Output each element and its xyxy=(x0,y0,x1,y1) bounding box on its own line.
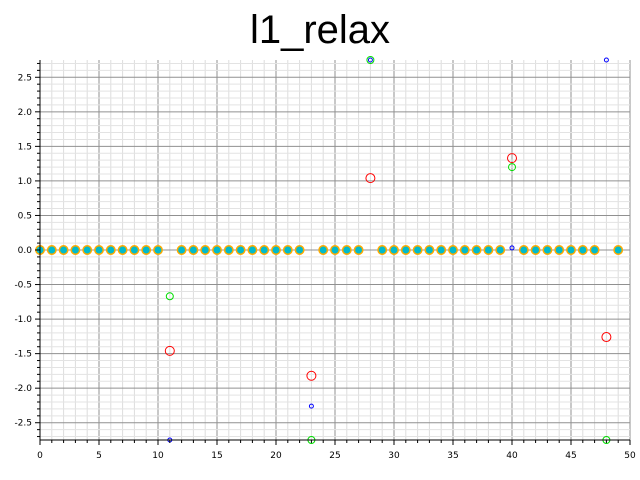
y-tick-label: -2.0 xyxy=(14,384,32,394)
data-point-zero xyxy=(330,245,340,255)
x-tick-label: 15 xyxy=(211,451,222,461)
data-point-zero xyxy=(459,245,470,255)
data-point-zero xyxy=(353,245,364,255)
data-point-zero xyxy=(483,245,494,255)
data-point-series-1 xyxy=(306,370,317,381)
data-point-zero xyxy=(589,245,600,255)
x-tick-label: 20 xyxy=(270,451,282,461)
y-tick-label: -1.0 xyxy=(14,315,32,325)
data-point-zero xyxy=(294,245,305,255)
data-point-zero xyxy=(436,245,447,255)
data-point-zero xyxy=(247,245,258,255)
chart-title: l1_relax xyxy=(249,8,391,52)
data-point-zero xyxy=(223,245,234,255)
data-point-series-3 xyxy=(509,245,515,251)
data-point-zero xyxy=(200,245,211,255)
data-point-zero xyxy=(271,245,281,255)
data-point-zero xyxy=(117,245,128,255)
y-tick-label: 1.0 xyxy=(18,177,33,187)
data-point-zero xyxy=(46,245,57,255)
data-point-zero xyxy=(424,245,435,255)
data-point-series-1 xyxy=(365,173,376,184)
y-tick-label: -0.5 xyxy=(14,281,32,291)
data-point-zero xyxy=(448,245,458,255)
data-point-zero xyxy=(105,245,116,255)
data-point-zero xyxy=(259,245,270,255)
data-point-zero xyxy=(188,245,199,255)
data-point-zero xyxy=(542,245,553,255)
data-point-zero xyxy=(518,245,529,255)
data-point-zero xyxy=(495,245,506,255)
data-point-zero xyxy=(471,245,482,255)
tick-labels: 0 5 10 15 20 25 30 35 40 45 50 -2.5 -2.0 -1.5 -1.0 -0.5… xyxy=(14,73,636,461)
data-point-series-3 xyxy=(367,57,373,63)
data-point-series-1 xyxy=(164,345,175,356)
data-point-series-2 xyxy=(165,292,174,301)
data-point-zero xyxy=(400,245,411,255)
y-tick-label: 0.5 xyxy=(18,211,32,221)
data-point-zero xyxy=(377,245,388,255)
x-tick-label: 50 xyxy=(624,451,636,461)
data-point-series-1 xyxy=(507,153,517,164)
y-tick-label: 2.0 xyxy=(18,108,33,118)
data-point-zero xyxy=(530,245,541,255)
axes xyxy=(35,60,631,445)
data-point-zero xyxy=(566,245,576,255)
x-tick-label: 5 xyxy=(96,451,102,461)
data-point-zero xyxy=(318,245,329,255)
data-point-zero xyxy=(577,245,588,255)
data-point-zero xyxy=(282,245,293,255)
y-tick-label: -2.5 xyxy=(14,419,32,429)
data-point-zero xyxy=(212,245,222,255)
x-tick-label: 45 xyxy=(565,451,576,461)
data-point-series-1 xyxy=(601,332,612,343)
data-point-zero xyxy=(613,245,624,255)
data-point-zero xyxy=(129,245,140,255)
data-point-series-2 xyxy=(366,56,375,64)
data-point-zero xyxy=(554,245,565,255)
x-tick-label: 25 xyxy=(329,451,340,461)
data-point-zero xyxy=(153,245,163,255)
data-point-zero xyxy=(70,245,81,255)
x-tick-label: 30 xyxy=(388,451,400,461)
data-points xyxy=(35,56,624,444)
data-point-zero xyxy=(94,245,104,255)
data-point-zero xyxy=(389,245,399,255)
data-point-zero xyxy=(58,245,69,255)
x-tick-label: 0 xyxy=(37,451,43,461)
data-point-series-3 xyxy=(603,57,609,63)
x-tick-label: 35 xyxy=(447,451,458,461)
data-point-zero xyxy=(141,245,152,255)
data-point-series-3 xyxy=(308,403,314,409)
data-point-zero xyxy=(82,245,93,255)
data-point-series-2 xyxy=(508,163,516,172)
data-point-zero xyxy=(341,245,352,255)
data-point-zero xyxy=(235,245,246,255)
y-tick-label: 0.0 xyxy=(18,246,33,256)
y-tick-label: -1.5 xyxy=(14,350,32,360)
data-point-zero xyxy=(412,245,423,255)
data-point-zero xyxy=(176,245,187,255)
y-tick-label: 1.5 xyxy=(18,142,32,152)
x-tick-label: 10 xyxy=(152,451,164,461)
x-tick-label: 40 xyxy=(506,451,518,461)
y-tick-label: 2.5 xyxy=(18,73,32,83)
